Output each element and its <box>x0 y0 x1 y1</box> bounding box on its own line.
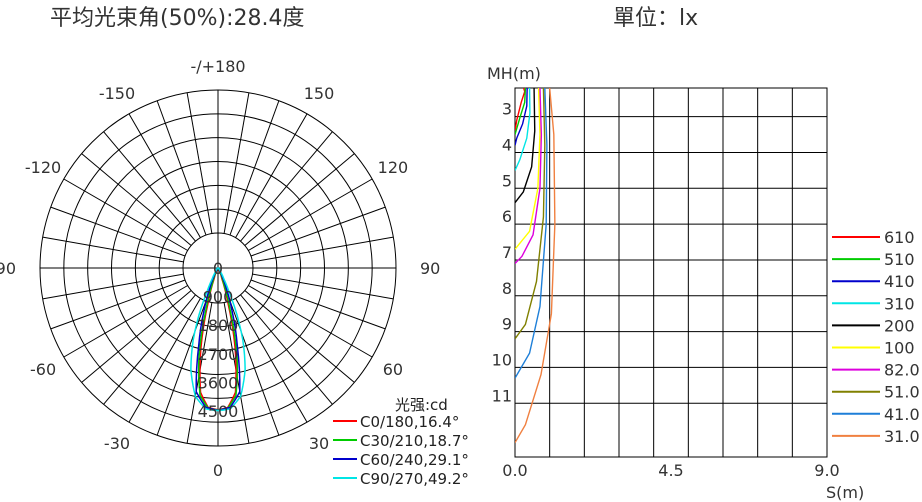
polar-grid-spoke <box>250 279 386 330</box>
polar-grid-spoke <box>248 285 373 358</box>
polar-chart: -/+180 -150 150 -120 120 -90 90 -60 60 -30 30 0 0 900… <box>0 57 469 488</box>
polar-angle-label: -/+180 <box>190 57 245 76</box>
polar-radial-tick-label: 1800 <box>198 316 239 335</box>
polar-grid-spoke <box>42 273 184 300</box>
isolux-chart: 3 4 5 6 7 8 9 10 11 0.0 4.5 9.0 MH(m) S(m) 610 510 410 31… <box>487 64 920 502</box>
isolux-series-curve <box>515 88 556 444</box>
polar-angle-label: -30 <box>104 434 130 453</box>
polar-grid-spoke <box>250 206 386 257</box>
isolux-legend-label: 200 <box>884 316 915 335</box>
polar-unit-label: 光强:cd <box>395 396 448 414</box>
isolux-series-curve <box>515 88 531 171</box>
polar-angle-label: -90 <box>0 259 16 278</box>
isolux-series-curve <box>515 88 526 132</box>
polar-radial-tick-label: 3600 <box>198 373 239 392</box>
polar-angle-label: 30 <box>309 434 329 453</box>
polar-series-curve <box>190 267 246 412</box>
polar-grid-spoke <box>156 100 207 236</box>
polar-angle-label: 0 <box>213 461 223 480</box>
polar-grid-spoke <box>81 290 192 383</box>
polar-grid-spoke <box>42 236 184 263</box>
isolux-y-tick-label: 6 <box>502 207 512 226</box>
polar-grid-spoke <box>63 285 188 358</box>
isolux-y-tick-label: 10 <box>492 350 512 369</box>
polar-grid-spoke <box>244 290 355 383</box>
isolux-series-curve <box>515 88 548 379</box>
polar-grid-spoke <box>252 236 394 263</box>
polar-grid-spoke <box>103 294 196 405</box>
isolux-y-axis-label: MH(m) <box>487 64 541 83</box>
isolux-x-axis-label: S(m) <box>826 483 864 502</box>
isolux-series-curve <box>515 88 541 250</box>
isolux-legend-label: 31.0 <box>884 427 920 446</box>
isolux-series-curve <box>515 88 546 340</box>
polar-radial-tick-label: 4500 <box>198 402 239 421</box>
polar-grid-spoke <box>186 92 213 234</box>
polar-grid-spoke <box>240 131 333 242</box>
polar-grid-spoke <box>235 113 308 238</box>
polar-grid-spoke <box>244 153 355 246</box>
isolux-title: 單位：lx <box>613 6 698 31</box>
polar-grid-spoke <box>229 300 280 436</box>
polar-grid-spoke <box>240 294 333 405</box>
isolux-y-tick-label: 5 <box>502 171 512 190</box>
isolux-y-tick-label: 11 <box>492 386 512 405</box>
polar-angle-label: 60 <box>383 360 403 379</box>
isolux-series-curve <box>515 88 536 204</box>
isolux-legend-label: 310 <box>884 294 915 313</box>
polar-angle-label: 120 <box>378 158 409 177</box>
polar-grid-spoke <box>50 279 186 330</box>
isolux-series-curve <box>515 88 527 135</box>
isolux-x-tick-label: 9.0 <box>814 461 839 480</box>
isolux-legend-label: 82.0 <box>884 361 920 380</box>
isolux-y-tick-label: 8 <box>502 279 512 298</box>
polar-angle-label: -120 <box>25 158 61 177</box>
polar-radial-tick-label: 0 <box>213 259 223 278</box>
isolux-y-tick-label: 4 <box>502 135 512 154</box>
polar-legend-label: C60/240,29.1° <box>360 451 469 469</box>
isolux-legend-label: 510 <box>884 250 915 269</box>
polar-grid-spoke <box>223 92 250 234</box>
polar-grid-spoke <box>103 131 196 242</box>
polar-radial-tick-label: 2700 <box>198 345 239 364</box>
polar-angle-label: 90 <box>420 259 440 278</box>
isolux-x-tick-label: 4.5 <box>658 461 683 480</box>
polar-grid-spoke <box>63 178 188 251</box>
polar-grid-spoke <box>128 113 201 238</box>
polar-legend-label: C0/180,16.4° <box>360 413 459 431</box>
polar-title: 平均光束角(50%):28.4度 <box>50 6 304 31</box>
isolux-series-curve <box>515 88 543 265</box>
polar-grid-spoke <box>50 206 186 257</box>
polar-angle-label: -150 <box>99 84 135 103</box>
polar-grid-spoke <box>248 178 373 251</box>
polar-legend-label: C30/210,18.7° <box>360 432 469 450</box>
isolux-legend-label: 100 <box>884 339 915 358</box>
isolux-y-tick-label: 9 <box>502 315 512 334</box>
isolux-y-tick-label: 3 <box>502 100 512 119</box>
polar-angle-label: 150 <box>304 84 335 103</box>
polar-radial-tick-label: 900 <box>203 288 234 307</box>
isolux-y-tick-label: 7 <box>502 243 512 262</box>
isolux-series-curve <box>515 88 528 146</box>
isolux-x-tick-label: 0.0 <box>502 461 527 480</box>
isolux-legend-label: 610 <box>884 228 915 247</box>
polar-angle-label: -60 <box>30 360 56 379</box>
isolux-legend-label: 410 <box>884 272 915 291</box>
isolux-legend-label: 51.0 <box>884 383 920 402</box>
polar-legend-label: C90/270,49.2° <box>360 470 469 488</box>
polar-grid-spoke <box>81 153 192 246</box>
polar-grid-spoke <box>252 273 394 300</box>
isolux-frame <box>514 87 828 458</box>
polar-grid-spoke <box>229 100 280 236</box>
polar-grid-spoke <box>156 300 207 436</box>
isolux-legend-label: 41.0 <box>884 405 920 424</box>
polar-grid-spoke <box>128 298 201 423</box>
polar-grid-spoke <box>235 298 308 423</box>
